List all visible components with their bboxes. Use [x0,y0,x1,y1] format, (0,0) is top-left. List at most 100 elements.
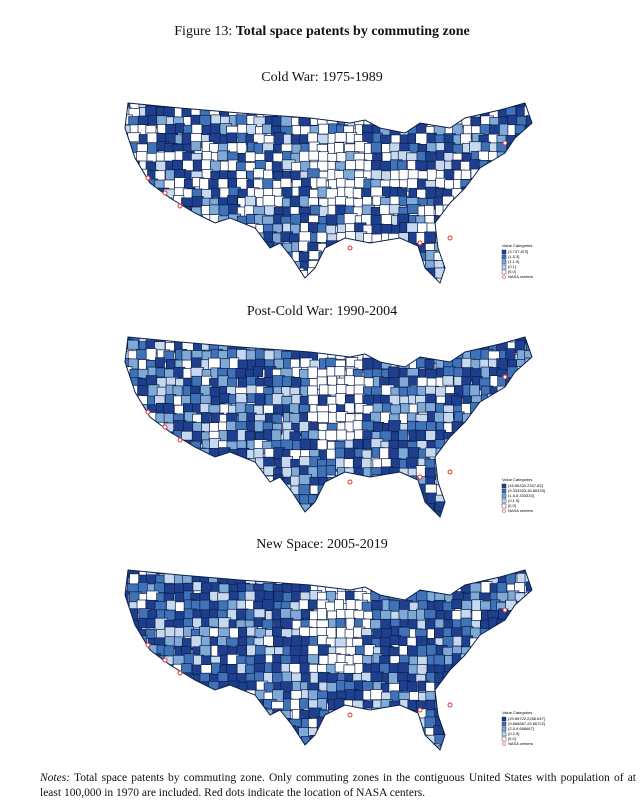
zone [317,268,329,280]
zone [515,196,526,210]
zone [472,691,485,704]
zone [125,502,131,513]
zone [471,233,484,248]
zone [461,103,476,110]
legend-swatch [501,269,507,275]
zone [129,430,140,443]
zone [480,224,492,236]
zone [166,439,180,452]
zone [172,242,184,255]
zone [172,251,183,263]
zone [191,124,203,135]
zone [370,269,382,281]
zone [291,277,303,283]
zone [352,269,364,283]
zone [325,716,339,729]
zone [183,682,194,694]
zone [479,214,492,227]
zone [292,337,306,344]
zone [209,242,220,255]
zone [534,575,545,586]
zone [174,717,188,731]
zone [352,103,365,110]
zone [174,754,187,760]
zone [316,608,327,620]
zone [478,179,490,190]
zone [182,222,193,235]
zone [352,493,364,507]
zone [201,103,214,108]
zone [327,103,338,109]
zone [418,278,430,283]
zone [454,522,465,527]
zone [183,512,195,517]
zone [479,699,493,710]
zone [444,287,454,293]
zone [471,269,485,282]
zone [274,510,286,517]
zone [174,215,187,227]
zone [164,726,175,738]
zone [471,700,484,713]
zone [291,522,301,527]
zone [136,466,149,478]
zone [127,339,139,350]
zone [399,269,413,282]
zone [125,170,130,181]
zone [209,456,220,467]
zone [236,745,247,750]
zone [227,465,240,476]
zone [182,276,194,283]
zone [487,503,500,515]
zone [461,475,473,488]
zone [289,103,302,108]
zone [245,240,256,252]
zone [236,522,247,527]
legend-swatch [501,259,507,265]
zone [316,728,331,739]
zone [516,403,527,414]
zone [535,125,547,135]
legend: Value Categories(3.737,870](1.5,3](1,1.5… [501,243,533,279]
zone [182,484,194,496]
zone [125,260,132,272]
zone [145,431,158,443]
zone [416,503,430,517]
zone [388,337,401,343]
zone [525,663,532,676]
zone [301,103,311,111]
zone [526,134,532,148]
nasa-center [177,670,183,676]
zone [146,223,157,237]
zone [146,474,161,486]
zone [471,483,485,497]
zone [326,570,339,576]
zone [210,512,222,517]
zone [479,170,489,183]
zone [398,429,408,443]
zone [463,753,473,760]
zone [125,233,131,248]
zone [146,522,158,527]
zone [345,590,356,601]
zone [487,276,501,283]
zone [533,458,546,469]
zone [264,276,279,283]
zone [371,718,383,731]
zone [533,700,545,709]
zone [227,195,238,206]
zone [272,474,284,489]
zone [174,458,185,469]
zone [506,396,519,409]
zone [507,232,518,244]
zone [155,474,166,485]
zone [370,671,384,683]
zone [165,494,176,506]
zone [516,690,526,701]
zone [487,224,499,236]
zone [237,510,251,517]
zone [451,743,463,750]
zone [507,224,518,237]
zone [309,337,320,346]
zone [434,103,446,110]
